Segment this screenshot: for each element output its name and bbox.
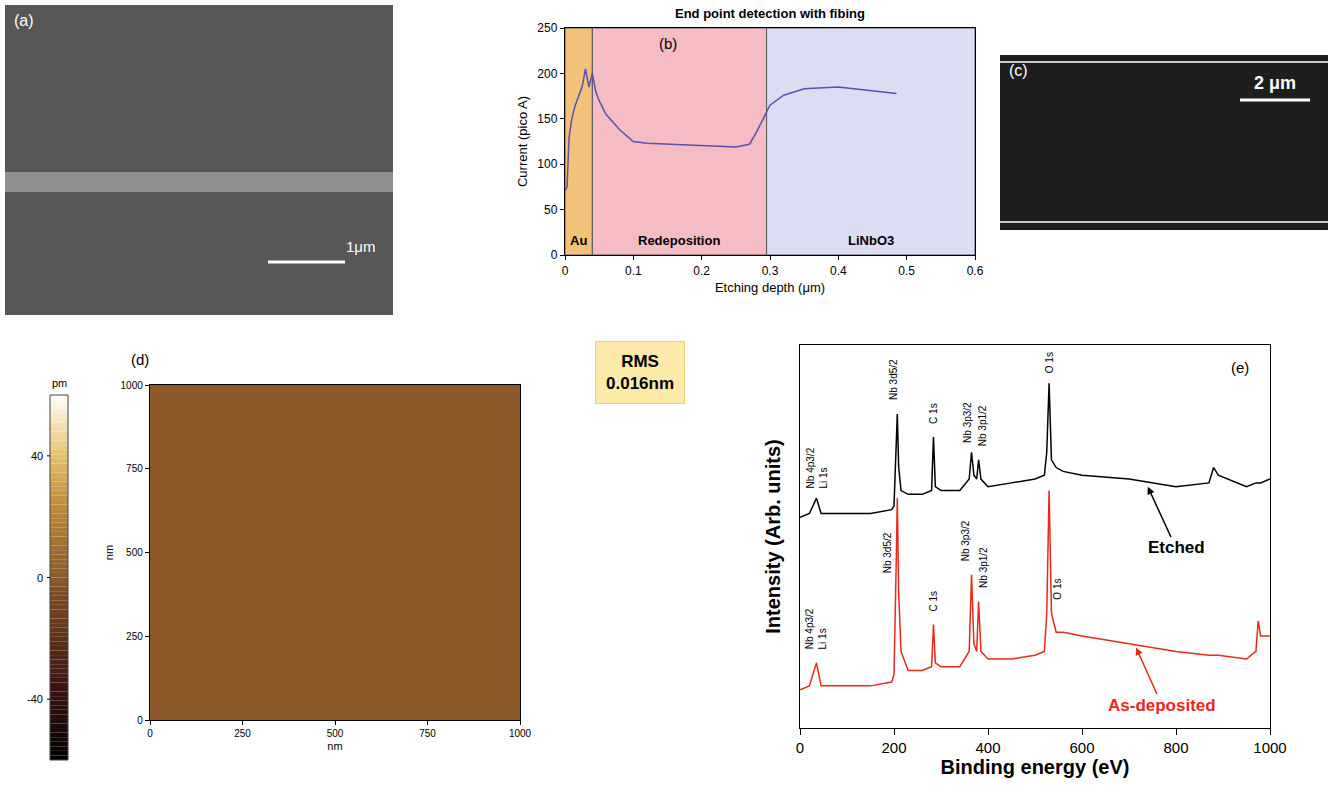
svg-text:1μm: 1μm (346, 238, 375, 255)
svg-text:Etched: Etched (1148, 538, 1205, 557)
svg-text:0: 0 (37, 572, 43, 584)
svg-text:1000: 1000 (121, 380, 144, 391)
svg-text:800: 800 (1163, 739, 1188, 756)
svg-text:0: 0 (137, 715, 143, 726)
svg-text:200: 200 (537, 67, 557, 81)
svg-text:Nb 3d5/2: Nb 3d5/2 (888, 359, 899, 400)
svg-text:0.1: 0.1 (625, 264, 642, 278)
svg-text:0.4: 0.4 (830, 264, 847, 278)
svg-text:1000: 1000 (1253, 739, 1286, 756)
svg-text:(d): (d) (131, 351, 149, 368)
svg-text:pm: pm (52, 377, 67, 389)
svg-text:600: 600 (1069, 739, 1094, 756)
svg-text:C 1s: C 1s (928, 591, 939, 612)
svg-text:0: 0 (796, 739, 804, 756)
svg-text:As-deposited: As-deposited (1108, 696, 1216, 715)
svg-text:(c): (c) (1009, 62, 1028, 79)
svg-text:250: 250 (537, 21, 557, 35)
svg-text:nm: nm (103, 545, 115, 560)
svg-text:0: 0 (147, 728, 153, 739)
svg-text:250: 250 (234, 728, 251, 739)
svg-text:1000: 1000 (509, 728, 532, 739)
svg-text:Etching depth (μm): Etching depth (μm) (715, 280, 825, 295)
svg-text:End point detection with fibin: End point detection with fibing (675, 6, 865, 21)
svg-text:Redeposition: Redeposition (638, 233, 720, 248)
svg-text:200: 200 (881, 739, 906, 756)
svg-text:LiNbO3: LiNbO3 (848, 233, 894, 248)
svg-text:0: 0 (562, 264, 569, 278)
svg-text:Intensity (Arb. units): Intensity (Arb. units) (762, 439, 784, 633)
svg-text:-40: -40 (27, 693, 43, 705)
svg-text:500: 500 (327, 728, 344, 739)
svg-text:(a): (a) (14, 12, 34, 29)
svg-text:750: 750 (126, 463, 143, 474)
svg-text:Au: Au (570, 233, 587, 248)
svg-text:Nb 3p1/2: Nb 3p1/2 (978, 547, 989, 588)
svg-text:Nb 4p3/2: Nb 4p3/2 (805, 447, 816, 488)
svg-text:750: 750 (419, 728, 436, 739)
svg-text:2 μm: 2 μm (1254, 73, 1296, 93)
svg-text:(e): (e) (1231, 359, 1249, 376)
svg-text:500: 500 (126, 547, 143, 558)
svg-text:Li 1s: Li 1s (818, 467, 829, 488)
svg-text:40: 40 (31, 450, 43, 462)
svg-text:100: 100 (537, 157, 557, 171)
svg-text:Nb 3p3/2: Nb 3p3/2 (962, 402, 973, 443)
svg-text:0: 0 (551, 248, 558, 262)
svg-text:50: 50 (544, 203, 558, 217)
svg-text:O 1s: O 1s (1044, 352, 1055, 373)
svg-text:Nb 4p3/2: Nb 4p3/2 (804, 608, 815, 649)
svg-text:150: 150 (537, 112, 557, 126)
svg-text:0.2: 0.2 (693, 264, 710, 278)
svg-text:nm: nm (327, 740, 342, 752)
svg-text:0.6: 0.6 (967, 264, 984, 278)
svg-text:C 1s: C 1s (928, 403, 939, 424)
svg-text:0.5: 0.5 (898, 264, 915, 278)
svg-text:Current (pico A): Current (pico A) (515, 96, 530, 187)
svg-text:(b): (b) (659, 35, 677, 52)
svg-text:250: 250 (126, 631, 143, 642)
svg-text:Nb 3d5/2: Nb 3d5/2 (882, 532, 893, 573)
svg-text:Nb 3p3/2: Nb 3p3/2 (960, 520, 971, 561)
svg-text:400: 400 (975, 739, 1000, 756)
svg-text:Binding energy (eV): Binding energy (eV) (941, 756, 1130, 778)
svg-text:RMS0.016nm: RMS0.016nm (606, 352, 674, 393)
svg-text:0.3: 0.3 (762, 264, 779, 278)
svg-text:O 1s: O 1s (1052, 579, 1063, 600)
svg-text:Nb 3p1/2: Nb 3p1/2 (977, 405, 988, 446)
svg-text:Li 1s: Li 1s (817, 628, 828, 649)
